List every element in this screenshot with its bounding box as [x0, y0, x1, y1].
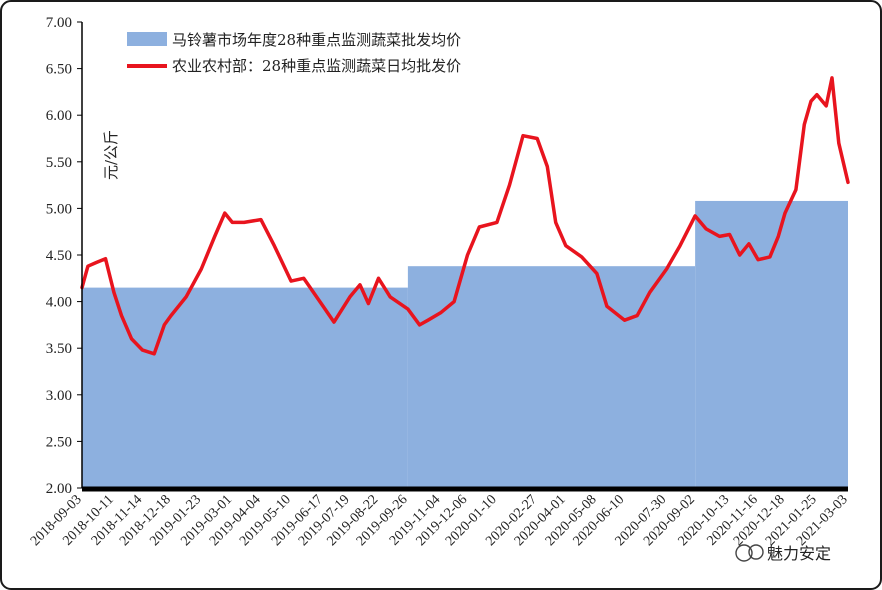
y-tick-label: 7.00 — [46, 15, 72, 31]
area-segment — [82, 287, 408, 488]
watermark-text: 魅力安定 — [767, 544, 831, 563]
legend-line-label: 农业农村部：28种重点监测蔬菜日均批发价 — [172, 57, 461, 75]
y-tick-labels: 2.00 2.50 3.00 3.50 4.00 4.50 5.00 5.50 6.00 6.50… — [46, 15, 82, 497]
y-axis-label: 元/公斤 — [102, 130, 120, 180]
chat-bubble-icon — [735, 544, 753, 562]
price-line — [80, 76, 850, 356]
y-tick-label: 6.00 — [46, 108, 72, 124]
y-tick-label: 5.50 — [46, 155, 72, 171]
legend-area-swatch — [127, 32, 167, 46]
y-tick-label: 2.00 — [46, 481, 72, 497]
watermark: 魅力安定 — [735, 544, 831, 563]
chat-bubble-icon-2 — [748, 544, 764, 560]
y-tick-label: 6.50 — [46, 62, 72, 78]
line-series — [80, 76, 850, 356]
legend: 马铃薯市场年度28种重点监测蔬菜批发均价 农业农村部：28种重点监测蔬菜日均批发… — [127, 31, 461, 75]
legend-area-label: 马铃薯市场年度28种重点监测蔬菜批发均价 — [172, 31, 461, 49]
y-tick-label: 4.00 — [46, 295, 72, 311]
y-tick-label: 3.00 — [46, 388, 72, 404]
area-segment — [695, 200, 848, 488]
y-tick-label: 3.50 — [46, 341, 72, 357]
area-segment — [407, 266, 696, 488]
y-tick-label: 2.50 — [46, 434, 72, 450]
y-tick-label: 5.00 — [46, 201, 72, 217]
y-tick-label: 4.50 — [46, 248, 72, 264]
